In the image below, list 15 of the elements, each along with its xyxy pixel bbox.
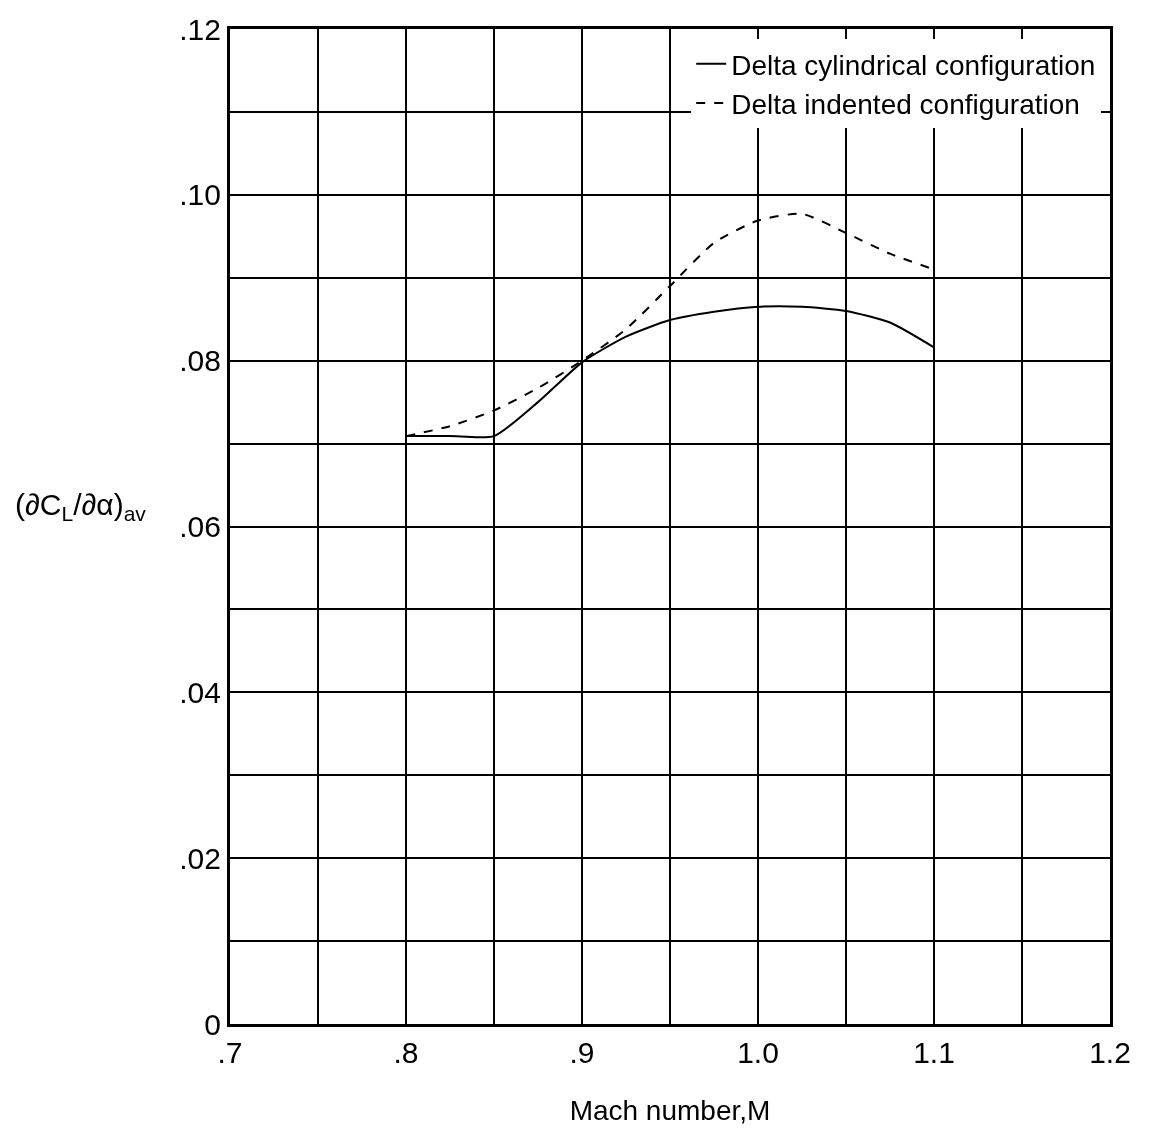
x-tick-label: 1.0	[737, 1036, 779, 1069]
y-tick-label: .02	[179, 841, 221, 875]
x-axis-title: Mach number,M	[569, 1095, 771, 1126]
legend-label: Delta indented configuration	[731, 88, 1080, 120]
y-tick-label: .06	[179, 510, 221, 543]
y-tick-label: .08	[179, 344, 221, 378]
y-tick-label: .04	[179, 675, 221, 709]
x-tick-label: .9	[569, 1036, 595, 1069]
y-tick-label: .12	[179, 12, 221, 46]
x-tick-label: .8	[393, 1036, 419, 1069]
legend-label: Delta cylindrical configuration	[731, 49, 1096, 81]
y-tick-label: .10	[179, 178, 221, 212]
x-tick-label: 1.1	[913, 1036, 955, 1069]
x-tick-label: 1.2	[1089, 1036, 1131, 1069]
y-axis-title: (∂C$_{L}$/∂α)$_{av}$	[15, 488, 147, 526]
